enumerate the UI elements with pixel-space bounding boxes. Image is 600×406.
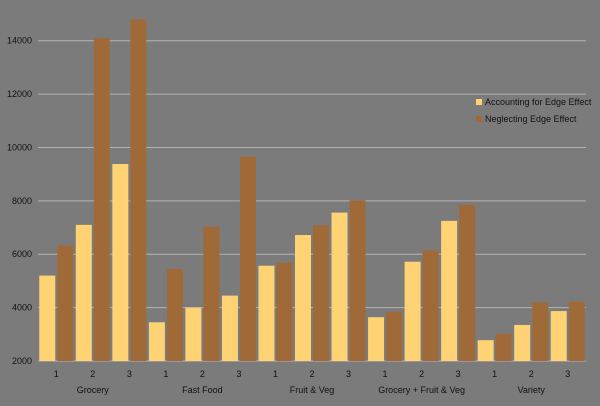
y-tick-label: 6000: [12, 249, 32, 259]
group-label: Fast Food: [182, 385, 223, 395]
group-label: Grocery + Fruit & Veg: [378, 385, 465, 395]
x-tick-label: 1: [492, 369, 497, 379]
y-tick-label: 10000: [7, 142, 32, 152]
bar-1-5: [185, 307, 202, 361]
bar-2-2: [93, 38, 110, 362]
legend-swatch: [476, 99, 482, 105]
bar-2-15: [568, 301, 585, 361]
bar-1-7: [258, 265, 275, 361]
group-label: Fruit & Veg: [290, 385, 335, 395]
x-tick-label: 2: [529, 369, 534, 379]
group-label: Variety: [518, 385, 546, 395]
bars: [39, 19, 585, 362]
bar-1-3: [112, 164, 129, 361]
x-tick-label: 2: [419, 369, 424, 379]
bar-2-8: [313, 225, 329, 361]
bar-2-14: [532, 302, 549, 361]
y-tick-label: 14000: [7, 36, 32, 46]
x-tick-label: 2: [309, 369, 314, 379]
x-tick-label: 1: [163, 369, 168, 379]
bar-2-13: [495, 333, 512, 361]
bar-1-11: [404, 261, 421, 361]
group-label: Grocery: [77, 385, 110, 395]
bar-2-4: [166, 268, 183, 361]
x-tick-label: 3: [456, 369, 461, 379]
bar-1-4: [148, 322, 165, 361]
x-tick-label: 1: [54, 369, 59, 379]
gridlines: [38, 40, 586, 362]
x-tick-label: 2: [200, 369, 205, 379]
bar-1-13: [477, 340, 494, 361]
y-axis: 2000 4000 6000 8000 10000 12000 14000: [7, 36, 32, 366]
bar-2-10: [386, 311, 403, 361]
x-tick-label: 3: [236, 369, 241, 379]
bar-1-15: [550, 311, 567, 361]
y-tick-label: 2000: [12, 356, 32, 366]
bar-2-5: [203, 226, 220, 361]
legend: Accounting for Edge Effect Neglecting Edg…: [476, 97, 592, 124]
bar-2-3: [130, 19, 147, 361]
legend-label: Neglecting Edge Effect: [485, 114, 577, 124]
x-tick-label: 3: [346, 369, 351, 379]
bar-2-11: [422, 250, 439, 361]
bar-1-8: [295, 235, 311, 361]
bar-1-1: [39, 275, 56, 361]
bar-1-2: [75, 224, 92, 361]
bar-2-12: [459, 204, 476, 361]
y-tick-label: 8000: [12, 196, 32, 206]
bar-1-14: [514, 324, 531, 361]
x-axis: 1 2 3 1 2 3 1 2 3 1 2 3 1 2 3 Grocery Fast Food Fruit & V…: [54, 369, 570, 395]
bar-2-7: [276, 262, 293, 361]
x-tick-label: 1: [273, 369, 278, 379]
y-tick-label: 12000: [7, 89, 32, 99]
x-tick-label: 3: [565, 369, 570, 379]
y-tick-label: 4000: [12, 303, 32, 313]
bar-2-9: [349, 200, 366, 361]
bar-1-12: [441, 220, 458, 361]
legend-label: Accounting for Edge Effect: [485, 97, 592, 107]
x-tick-label: 3: [127, 369, 132, 379]
bar-1-6: [221, 295, 238, 361]
x-tick-label: 2: [90, 369, 95, 379]
legend-swatch: [476, 116, 482, 122]
bar-2-1: [57, 245, 74, 361]
bar-1-10: [368, 317, 385, 361]
bar-2-6: [239, 156, 256, 361]
x-tick-label: 1: [383, 369, 388, 379]
bar-1-9: [331, 212, 348, 361]
